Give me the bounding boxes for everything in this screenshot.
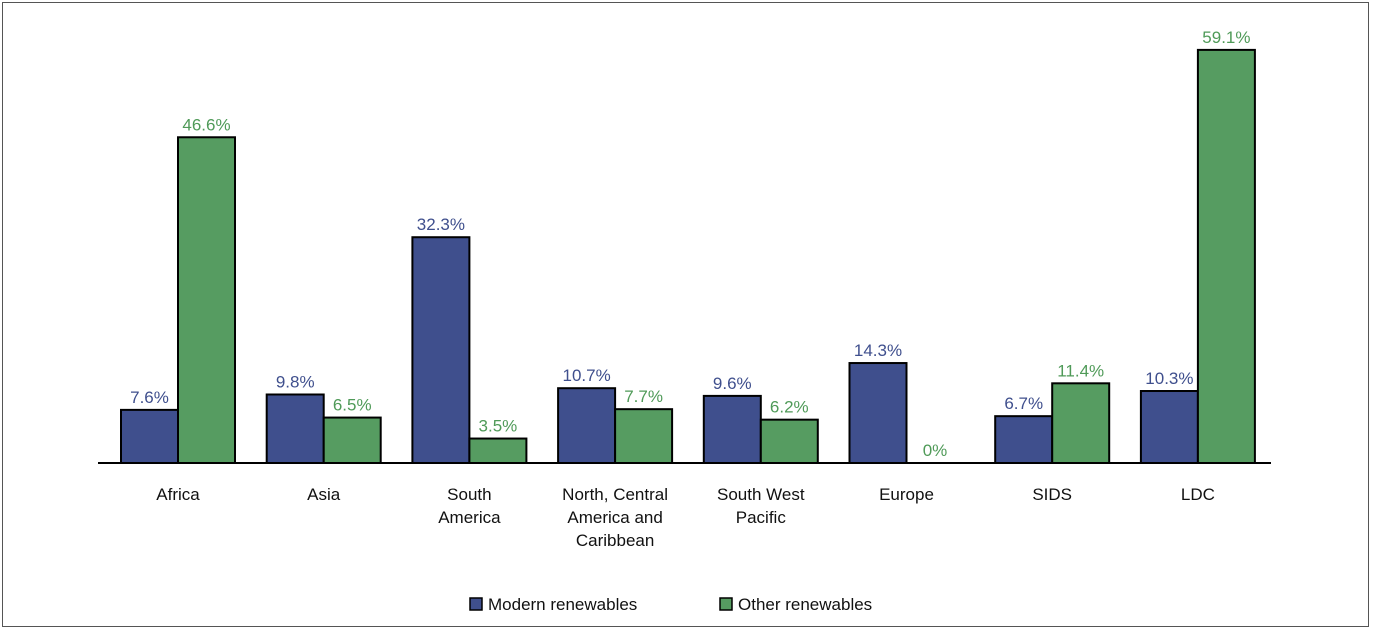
bar-modern-7 <box>1139 390 1199 464</box>
value-label-modern-3: 10.7% <box>562 366 610 385</box>
value-label-other-2: 3.5% <box>479 417 518 436</box>
bar-other-0 <box>177 136 236 465</box>
value-label-modern-1: 9.8% <box>276 372 315 391</box>
legend-swatch-other <box>719 597 733 611</box>
bar-modern-0 <box>120 408 179 465</box>
bar-modern-4 <box>702 394 762 464</box>
bar-other-1 <box>322 416 382 465</box>
value-label-other-0: 46.6% <box>182 115 230 134</box>
bar-other-4 <box>759 418 819 464</box>
value-label-modern-7: 10.3% <box>1145 369 1193 388</box>
value-label-modern-6: 6.7% <box>1004 394 1043 413</box>
bar-modern-1 <box>265 393 325 464</box>
value-label-other-7: 59.1% <box>1202 28 1250 47</box>
bar-other-2 <box>468 437 528 465</box>
bar-other-3 <box>614 408 674 465</box>
category-labels-group: Africa Asia South America North, Central Amer… <box>156 485 1215 550</box>
legend-label-modern: Modern renewables <box>488 595 637 614</box>
value-label-modern-0: 7.6% <box>130 388 169 407</box>
bar-modern-5 <box>848 362 908 464</box>
legend-label-other: Other renewables <box>738 595 872 614</box>
value-label-modern-5: 14.3% <box>854 341 902 360</box>
category-label-1: Asia <box>307 485 341 504</box>
legend: Modern renewables Other renewables <box>469 595 872 614</box>
bar-modern-6 <box>994 415 1054 464</box>
value-label-other-6: 11.4% <box>1057 361 1104 380</box>
value-label-modern-2: 32.3% <box>417 215 465 234</box>
bar-other-7 <box>1196 48 1256 465</box>
bars-group <box>120 48 1256 465</box>
value-label-other-5: 0% <box>923 441 948 460</box>
bar-other-6 <box>1051 382 1111 464</box>
category-label-7: LDC <box>1181 485 1215 504</box>
value-label-other-4: 6.2% <box>770 398 809 417</box>
category-label-0: Africa <box>156 485 200 504</box>
category-label-3: North, Central America and Caribbean <box>562 485 668 550</box>
category-label-2: South America <box>438 485 501 527</box>
legend-swatch-modern <box>469 597 483 611</box>
value-label-modern-4: 9.6% <box>713 374 752 393</box>
value-label-other-3: 7.7% <box>624 387 663 406</box>
bar-modern-2 <box>411 236 471 464</box>
category-label-5: Europe <box>879 485 934 504</box>
value-label-other-1: 6.5% <box>333 396 372 415</box>
category-label-4: South West Pacific <box>717 485 805 527</box>
category-label-6: SIDS <box>1032 485 1072 504</box>
bar-modern-3 <box>557 387 617 464</box>
value-labels-group: 7.6% 46.6% 9.8% 6.5% 32.3% 3.5% 10.7% 7.7% 9.6% 6… <box>130 28 1250 460</box>
